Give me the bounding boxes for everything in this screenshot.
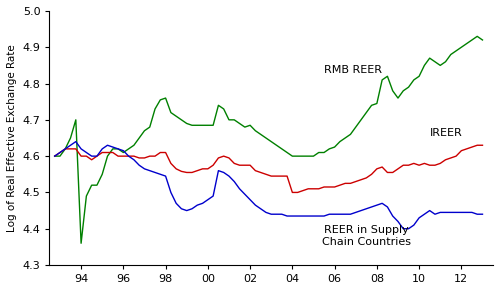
Text: IREER: IREER: [430, 128, 462, 138]
Y-axis label: Log of Real Effective Exchange Rate: Log of Real Effective Exchange Rate: [7, 44, 17, 232]
Text: REER in Supply
Chain Countries: REER in Supply Chain Countries: [322, 226, 411, 247]
Text: RMB REER: RMB REER: [324, 65, 382, 75]
